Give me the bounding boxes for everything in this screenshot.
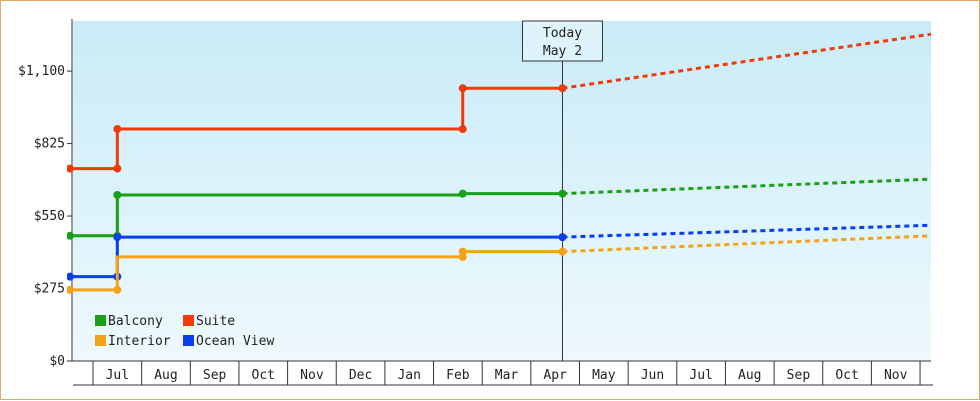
x-tick-label: Mar: [495, 368, 519, 383]
legend-label-interior: Interior: [108, 334, 171, 349]
balcony-forecast-line: [562, 177, 932, 196]
balcony-point: [558, 189, 567, 198]
balcony-history-line: [70, 192, 563, 238]
suite-point: [113, 164, 122, 173]
x-tick-label: Dec: [349, 368, 372, 383]
balcony-point: [113, 190, 122, 199]
legend-label-ocean-view: Ocean View: [196, 334, 274, 349]
ocean-view-point: [558, 233, 567, 242]
interior-point: [558, 247, 567, 256]
suite-point: [67, 164, 74, 173]
suite-point: [113, 125, 122, 134]
ocean-view-forecast-line: [562, 223, 932, 239]
x-tick-label: Feb: [446, 368, 470, 383]
legend-swatch-interior: [95, 335, 106, 346]
interior-point: [458, 247, 467, 256]
suite-point: [458, 125, 467, 134]
x-tick-label: May: [592, 368, 616, 383]
plot-background: [73, 21, 931, 361]
x-tick-label: Jul: [689, 368, 712, 383]
x-tick-label: Oct: [252, 368, 275, 383]
y-tick-label: $825: [34, 137, 65, 152]
x-tick-label: Nov: [884, 368, 908, 383]
ocean-view-point: [67, 272, 74, 281]
x-tick-label: Oct: [835, 368, 858, 383]
legend-label-suite: Suite: [196, 314, 235, 329]
legend-swatch-suite: [183, 315, 194, 326]
x-tick-label: Jan: [397, 368, 420, 383]
interior-forecast-line: [562, 234, 932, 254]
suite-point: [458, 84, 467, 93]
legend-swatch-ocean-view: [183, 335, 194, 346]
y-tick-label: $275: [34, 282, 65, 297]
balcony-point: [67, 231, 74, 240]
suite-history-line: [70, 86, 563, 171]
y-tick-label: $1,100: [18, 64, 65, 79]
x-tick-label: Nov: [300, 368, 324, 383]
today-label: Today: [543, 26, 582, 41]
x-tick-label: Apr: [543, 368, 567, 383]
legend-swatch-balcony: [95, 315, 106, 326]
interior-point: [67, 285, 74, 294]
series-lines: [67, 32, 932, 294]
interior-history-line: [70, 250, 563, 292]
x-tick-label: Jun: [641, 368, 664, 383]
x-tick-label: Sep: [203, 368, 227, 383]
x-tick-label: Aug: [738, 368, 761, 383]
today-box: [521, 20, 603, 62]
suite-point: [558, 84, 567, 93]
interior-point: [113, 285, 122, 294]
legend-label-balcony: Balcony: [108, 314, 163, 329]
x-tick-label: Sep: [787, 368, 811, 383]
balcony-point: [458, 189, 467, 198]
ocean-view-point: [113, 233, 122, 242]
today-date-label: May 2: [543, 44, 582, 59]
x-tick-label: Aug: [154, 368, 177, 383]
suite-forecast-line: [562, 32, 932, 90]
y-tick-label: $0: [49, 354, 65, 369]
y-tick-label: $550: [34, 209, 65, 224]
x-tick-label: Jul: [106, 368, 129, 383]
